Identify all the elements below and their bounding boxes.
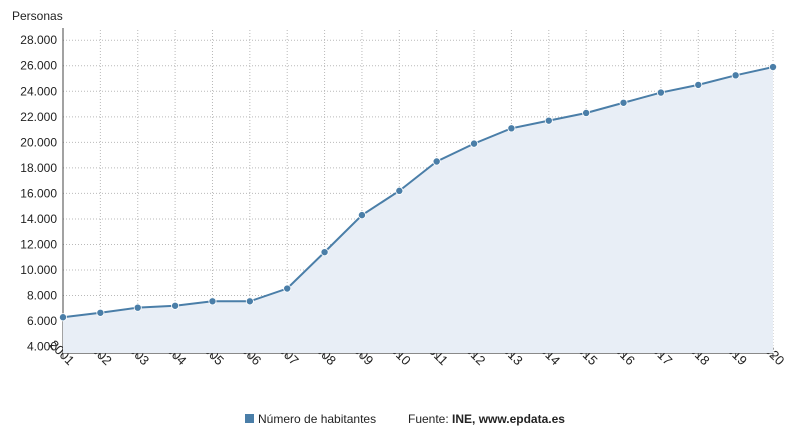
data-point[interactable] xyxy=(769,63,778,72)
y-axis-label: Personas xyxy=(12,9,63,23)
data-point[interactable] xyxy=(544,116,553,125)
y-axis: 4.000 6.000 8.000 10.000 12.000 14.000 16.000 1… xyxy=(20,28,64,354)
data-point[interactable] xyxy=(694,80,703,89)
y-tick-label: 24.000 xyxy=(20,84,57,98)
data-point[interactable] xyxy=(619,98,628,107)
y-tick-label: 18.000 xyxy=(20,161,57,175)
y-tick-label: 12.000 xyxy=(20,237,57,251)
data-point[interactable] xyxy=(133,303,142,312)
source-text: Fuente: INE, www.epdata.es xyxy=(408,412,565,426)
y-tick-label: 4.000 xyxy=(27,340,57,354)
data-point[interactable] xyxy=(283,284,292,293)
data-point[interactable] xyxy=(96,308,105,317)
data-point[interactable] xyxy=(395,186,404,195)
source-prefix: Fuente: xyxy=(408,412,452,426)
y-tick-label: 16.000 xyxy=(20,186,57,200)
y-tick-label: 8.000 xyxy=(27,289,57,303)
data-point[interactable] xyxy=(59,313,68,322)
data-point[interactable] xyxy=(320,248,329,257)
data-point[interactable] xyxy=(245,297,254,306)
legend-swatch xyxy=(245,414,254,423)
data-point[interactable] xyxy=(470,139,479,148)
y-tick-label: 22.000 xyxy=(20,110,57,124)
legend: Número de habitantes Fuente: INE, www.ep… xyxy=(245,412,565,426)
data-point[interactable] xyxy=(432,157,441,166)
y-tick-label: 28.000 xyxy=(20,33,57,47)
data-point[interactable] xyxy=(208,297,217,306)
series-area-fill xyxy=(63,67,773,353)
series-line xyxy=(62,66,774,319)
data-point[interactable] xyxy=(507,124,516,133)
data-point[interactable] xyxy=(656,88,665,97)
legend-series-label: Número de habitantes xyxy=(258,412,376,426)
y-tick-label: 6.000 xyxy=(27,314,57,328)
data-point[interactable] xyxy=(731,71,740,80)
source-name: INE, www.epdata.es xyxy=(452,412,565,426)
series-area xyxy=(59,63,778,353)
y-tick-label: 10.000 xyxy=(20,263,57,277)
data-point[interactable] xyxy=(582,108,591,117)
y-tick-label: 20.000 xyxy=(20,135,57,149)
data-point[interactable] xyxy=(357,211,366,220)
y-tick-label: 14.000 xyxy=(20,212,57,226)
data-point[interactable] xyxy=(171,301,180,310)
y-tick-label: 26.000 xyxy=(20,59,57,73)
